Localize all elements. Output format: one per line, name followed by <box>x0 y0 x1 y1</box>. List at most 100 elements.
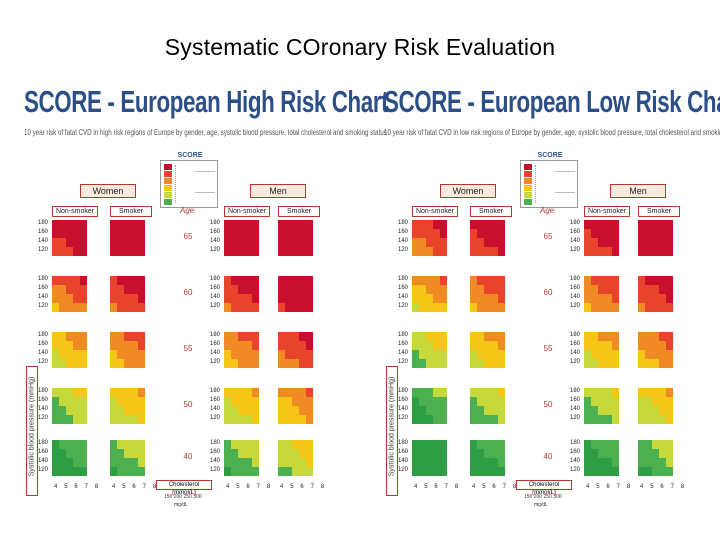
risk-cell <box>612 359 619 368</box>
risk-cell <box>245 220 252 229</box>
risk-cell <box>484 220 491 229</box>
risk-cell <box>52 341 59 350</box>
bp-value: 120 <box>209 467 220 473</box>
risk-cell <box>440 397 447 406</box>
risk-cell <box>124 303 131 312</box>
risk-cell <box>638 332 645 341</box>
risk-cell <box>440 247 447 256</box>
risk-cell <box>231 397 238 406</box>
risk-cell <box>59 332 66 341</box>
risk-cell <box>238 285 245 294</box>
risk-cell <box>238 229 245 238</box>
risk-cell <box>652 388 659 397</box>
risk-cell <box>245 341 252 350</box>
risk-cell <box>138 341 145 350</box>
risk-cell <box>591 350 598 359</box>
risk-cell <box>278 285 285 294</box>
risk-cell <box>110 332 117 341</box>
risk-grid <box>278 332 313 368</box>
risk-grid <box>412 388 447 424</box>
women-smoker-header: Smoker <box>110 206 152 217</box>
risk-cell <box>652 406 659 415</box>
bp-value: 120 <box>37 303 48 309</box>
risk-cell <box>491 350 498 359</box>
risk-cell <box>477 276 484 285</box>
risk-cell <box>470 449 477 458</box>
risk-cell <box>638 467 645 476</box>
bp-value: 140 <box>569 406 580 412</box>
risk-grid <box>638 388 673 424</box>
risk-cell <box>591 341 598 350</box>
risk-cell <box>470 303 477 312</box>
bp-value: 160 <box>397 449 408 455</box>
risk-cell <box>605 458 612 467</box>
score-legend: SCORE <box>160 152 218 208</box>
risk-cell <box>292 332 299 341</box>
risk-cell <box>306 238 313 247</box>
bp-value: 180 <box>569 332 580 338</box>
risk-cell <box>131 332 138 341</box>
risk-grid <box>584 332 619 368</box>
chart-heading: SCORE - European High Risk Chart <box>24 84 389 119</box>
risk-cell <box>299 238 306 247</box>
legend-swatch <box>524 171 532 177</box>
risk-cell <box>426 276 433 285</box>
risk-cell <box>440 332 447 341</box>
risk-cell <box>238 303 245 312</box>
risk-cell <box>645 238 652 247</box>
risk-cell <box>659 285 666 294</box>
legend-title: SCORE <box>537 152 563 159</box>
risk-cell <box>491 458 498 467</box>
risk-cell <box>419 332 426 341</box>
risk-cell <box>419 397 426 406</box>
risk-cell <box>484 341 491 350</box>
risk-cell <box>138 220 145 229</box>
risk-cell <box>238 406 245 415</box>
risk-cell <box>659 276 666 285</box>
risk-cell <box>59 238 66 247</box>
risk-cell <box>80 388 87 397</box>
risk-cell <box>224 285 231 294</box>
chart-heading: SCORE - European Low Risk Chart <box>384 84 720 119</box>
risk-cell <box>73 229 80 238</box>
risk-cell <box>231 406 238 415</box>
risk-cell <box>484 415 491 424</box>
risk-cell <box>426 229 433 238</box>
bp-value: 160 <box>569 285 580 291</box>
slide-title: Systematic COronary Risk Evaluation <box>164 34 556 60</box>
risk-cell <box>238 388 245 397</box>
risk-cell <box>498 285 505 294</box>
risk-cell <box>498 415 505 424</box>
risk-grid <box>52 388 87 424</box>
risk-cell <box>419 229 426 238</box>
risk-cell <box>645 276 652 285</box>
risk-cell <box>124 458 131 467</box>
risk-cell <box>80 406 87 415</box>
risk-cell <box>491 247 498 256</box>
risk-cell <box>292 341 299 350</box>
risk-cell <box>598 467 605 476</box>
men-nonsmoker-header: Non-smoker <box>224 206 270 217</box>
risk-grid <box>278 276 313 312</box>
risk-cell <box>252 229 259 238</box>
risk-cell <box>52 294 59 303</box>
risk-cell <box>238 467 245 476</box>
age-value: 55 <box>543 344 553 353</box>
risk-cell <box>598 449 605 458</box>
risk-cell <box>245 397 252 406</box>
risk-cell <box>66 229 73 238</box>
risk-cell <box>419 294 426 303</box>
risk-cell <box>419 440 426 449</box>
age-header: Age <box>180 206 195 215</box>
risk-cell <box>110 350 117 359</box>
risk-cell <box>440 285 447 294</box>
risk-cell <box>412 406 419 415</box>
risk-cell <box>652 276 659 285</box>
risk-cell <box>131 294 138 303</box>
risk-cell <box>612 449 619 458</box>
risk-cell <box>433 350 440 359</box>
risk-cell <box>584 285 591 294</box>
risk-cell <box>224 406 231 415</box>
risk-cell <box>498 467 505 476</box>
risk-cell <box>470 285 477 294</box>
